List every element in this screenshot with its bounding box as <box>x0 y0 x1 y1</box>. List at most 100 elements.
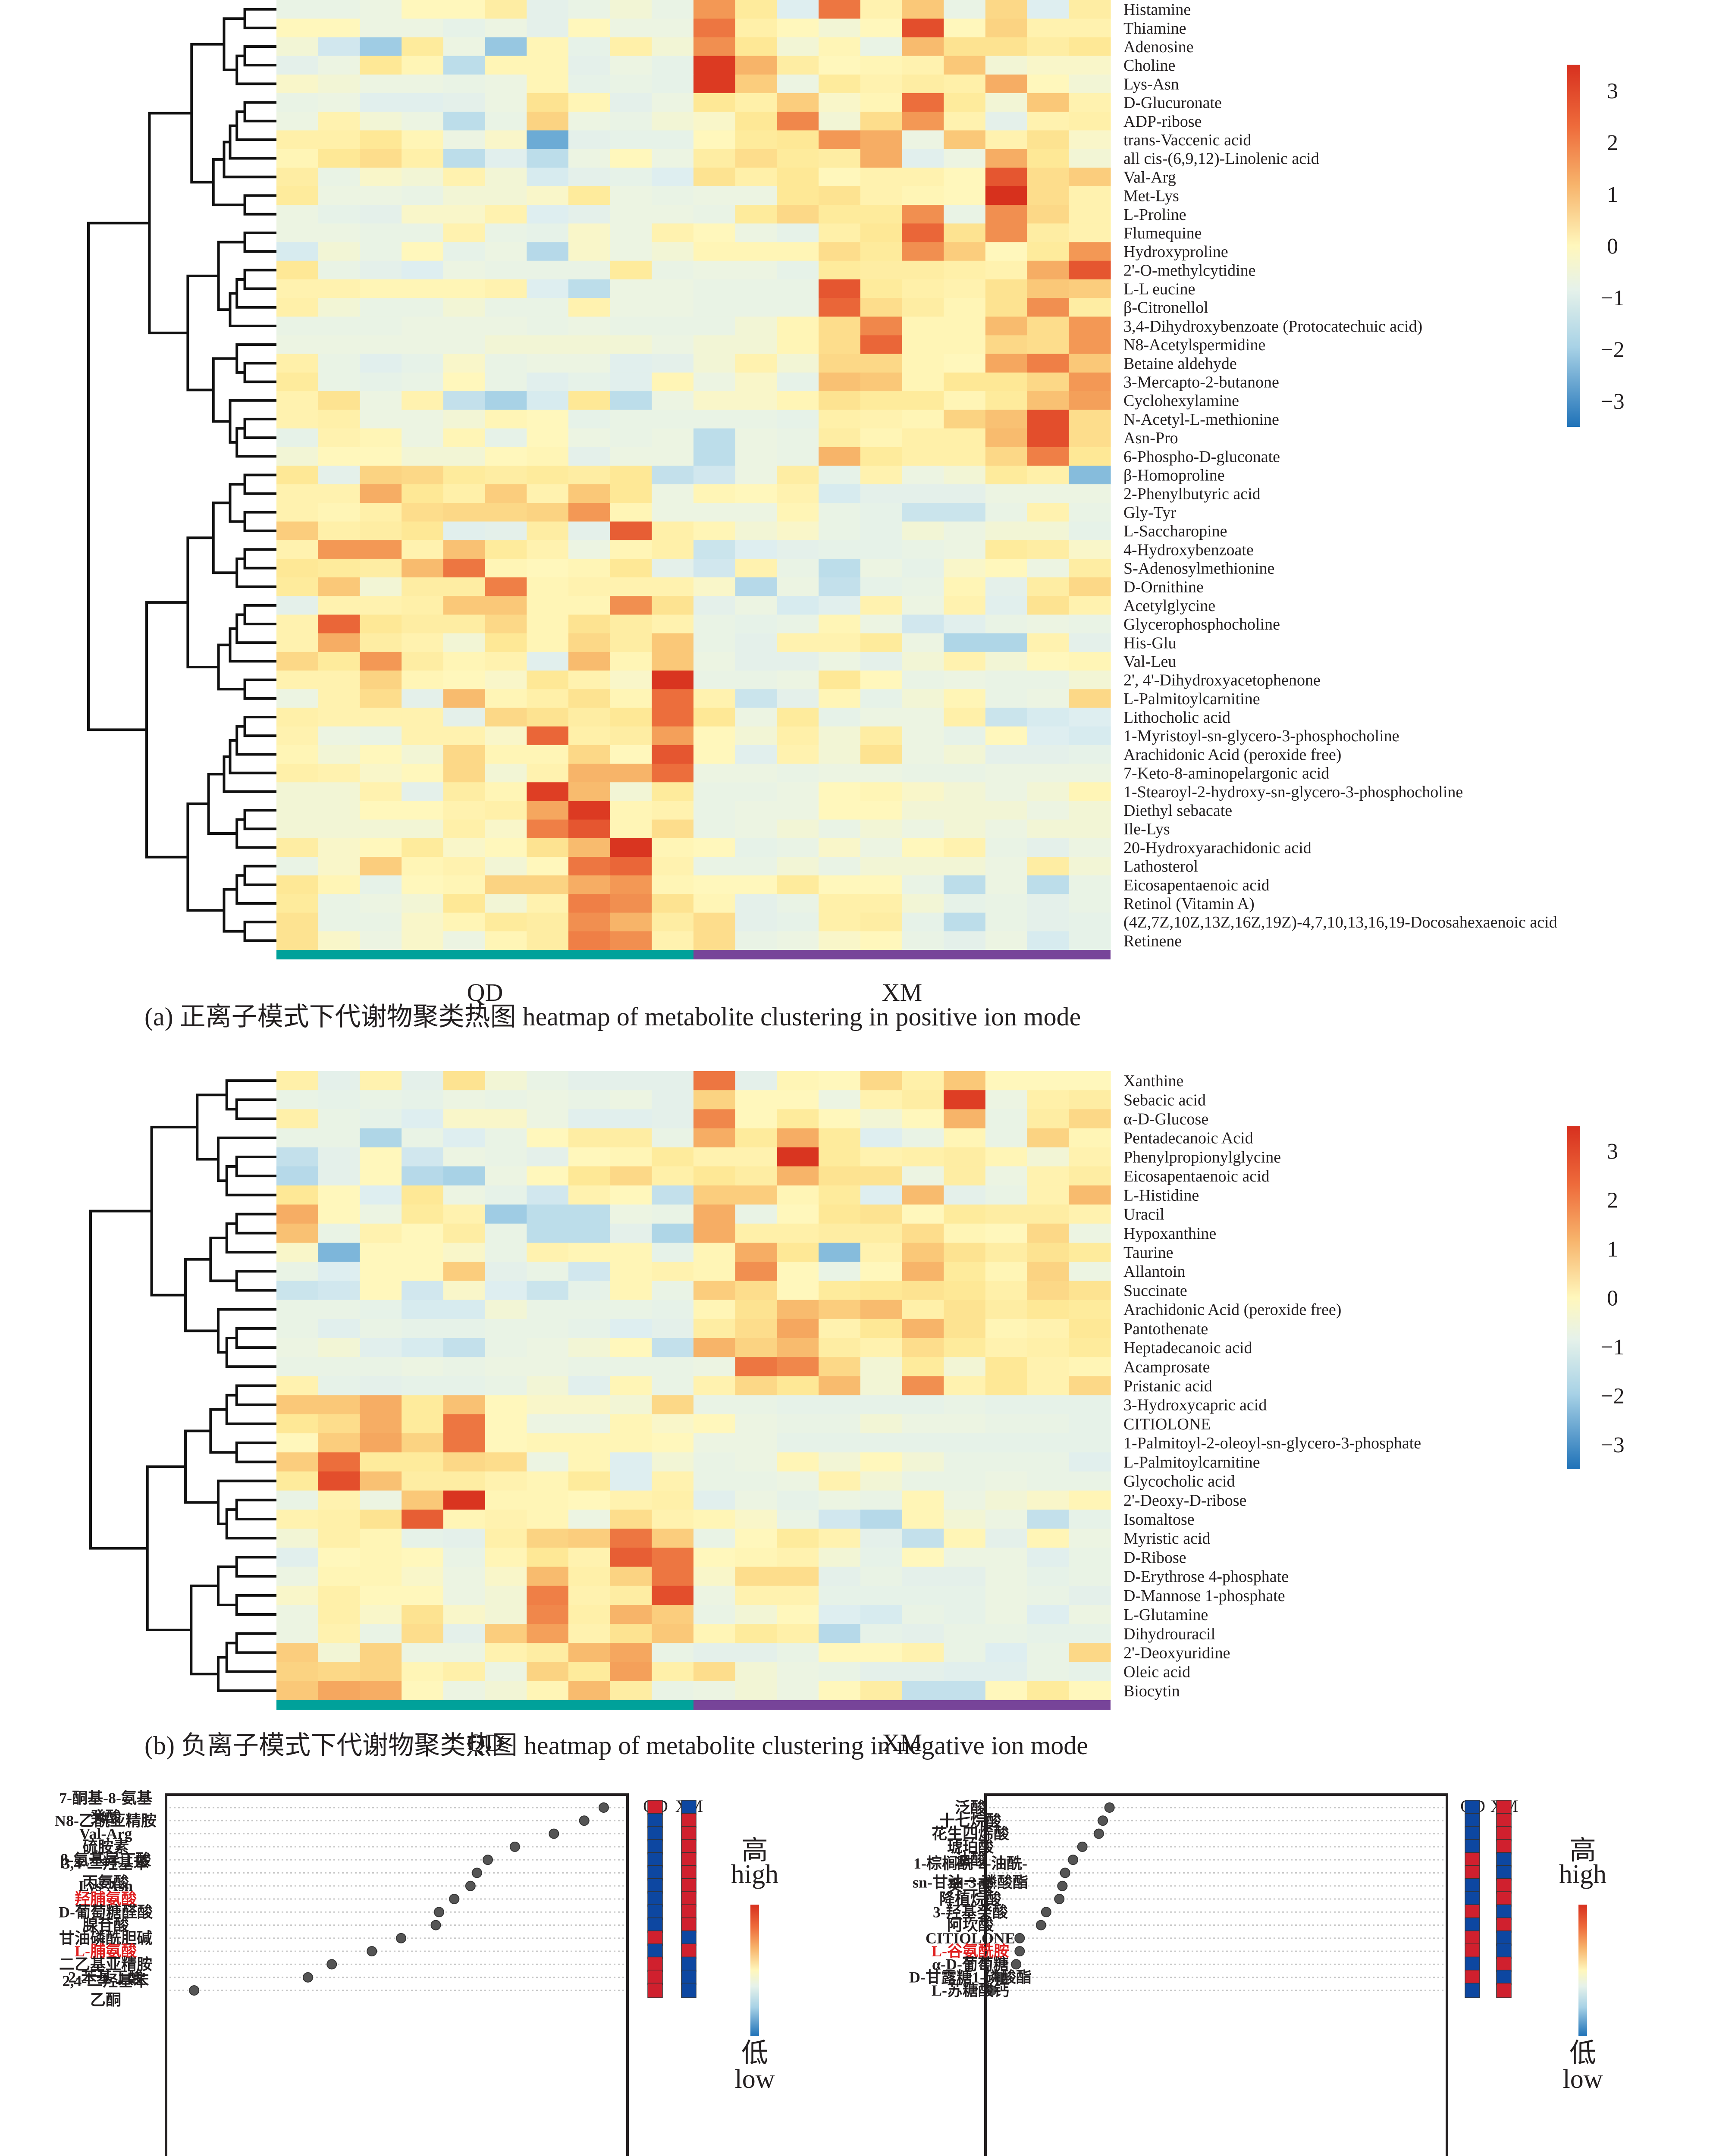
heatmap-cell <box>985 689 1028 708</box>
heatmap-cell <box>819 223 861 243</box>
heatmap-cell <box>527 93 569 112</box>
heatmap-cell <box>652 764 694 783</box>
heatmap-cell <box>402 391 444 410</box>
heatmap-cell <box>735 875 777 895</box>
heatmap-cell <box>485 335 527 354</box>
dendrogram-branch <box>216 1308 276 1354</box>
heatmap-cell <box>443 1262 486 1281</box>
heatmap-cell <box>693 1319 736 1338</box>
heatmap-cell <box>1027 335 1069 354</box>
heatmap-cell <box>360 317 402 336</box>
heatmap-cell <box>777 1090 819 1110</box>
heatmap-cell <box>1027 1395 1069 1415</box>
vip-point <box>986 1985 997 1996</box>
row-label: 4-Hydroxybenzoate <box>1123 541 1254 559</box>
vip-plot-negative: 1.61.82.02.22.4VIP scoresQDXM泛酸十七烷酸花生四烯酸… <box>909 1793 1606 2156</box>
heatmap-cell <box>1069 447 1111 466</box>
heatmap-cell <box>568 1586 611 1605</box>
heatmap-cell <box>527 1452 569 1472</box>
heatmap-cell <box>652 465 694 485</box>
heatmap-cell <box>610 1414 652 1434</box>
heatmap-cell <box>360 335 402 354</box>
heatmap-cell <box>902 894 944 913</box>
heatmap-cell <box>568 1185 611 1205</box>
heatmap-cell <box>527 521 569 541</box>
heatmap-cell <box>318 912 360 932</box>
heatmap-cell <box>860 577 903 596</box>
heatmap-cell <box>485 317 527 336</box>
heatmap-cell <box>819 1204 861 1224</box>
row-label: Isomaltose <box>1123 1510 1195 1529</box>
heatmap-cell <box>360 391 402 410</box>
heatmap-cell <box>360 1624 402 1643</box>
heatmap-cell <box>402 1643 444 1663</box>
heatmap-cell <box>1069 223 1111 243</box>
heatmap-cell <box>568 1509 611 1529</box>
heatmap-cell <box>360 1643 402 1663</box>
heatmap-cell <box>902 857 944 876</box>
legend-high-en: high <box>731 1860 778 1889</box>
heatmap-cell <box>860 1586 903 1605</box>
heatmap-cell <box>443 1643 486 1663</box>
heatmap-cell <box>819 1262 861 1281</box>
heatmap-cell <box>985 1643 1028 1663</box>
heatmap-cell <box>402 912 444 932</box>
heatmap-cell <box>443 279 486 298</box>
heatmap-cell <box>985 521 1028 541</box>
vip-metabolite-label: L-脯氨酸 <box>75 1943 137 1960</box>
heatmap-cell <box>360 764 402 783</box>
heatmap-cell <box>568 745 611 764</box>
heatmap-cell <box>944 1681 986 1701</box>
heatmap-cell <box>443 1147 486 1167</box>
heatmap-cell <box>318 1548 360 1567</box>
heatmap-cell <box>360 205 402 224</box>
heatmap-cell <box>860 782 903 802</box>
heatmap-cell <box>652 875 694 895</box>
heatmap-cell <box>360 652 402 671</box>
heatmap-cell <box>735 1223 777 1243</box>
heatmap-cell <box>318 558 360 578</box>
heatmap-cell <box>443 577 486 596</box>
vip-metabolite-label: 油酸 <box>955 1851 986 1868</box>
heatmap-cell <box>610 428 652 448</box>
heatmap-cell <box>1027 614 1069 634</box>
vip-metabolite-label: 3-羟基癸酸 <box>933 1903 1008 1921</box>
colorbar-tick-label: −3 <box>1600 389 1624 414</box>
heatmap-cell <box>318 1166 360 1186</box>
heatmap-cell <box>735 1185 777 1205</box>
heatmap-cell <box>652 298 694 317</box>
heatmap-cell <box>1027 689 1069 708</box>
heatmap-cell <box>819 596 861 615</box>
heatmap-cell <box>777 894 819 913</box>
heatmap-cell <box>652 652 694 671</box>
heatmap-cell <box>902 782 944 802</box>
heatmap-cell <box>860 745 903 764</box>
heatmap-cell <box>402 1681 444 1701</box>
heatmap-cell <box>443 1166 486 1186</box>
heatmap-cell <box>1069 391 1111 410</box>
heatmap-cell <box>944 671 986 689</box>
heatmap-cell <box>610 1490 652 1510</box>
vip-point <box>1077 1841 1088 1852</box>
heatmap-cell <box>1027 708 1069 727</box>
heatmap-cell <box>402 1147 444 1167</box>
heatmap-cell <box>693 931 736 950</box>
heatmap-cell <box>860 1433 903 1453</box>
dendrogram-branch <box>235 1632 276 1654</box>
heatmap-cell <box>443 1433 486 1453</box>
heatmap-cell <box>902 671 944 689</box>
heatmap-cell <box>443 298 486 317</box>
heatmap-cell <box>318 1185 360 1205</box>
vip-point <box>549 1828 559 1839</box>
heatmap-cell <box>527 112 569 131</box>
heatmap-cell <box>735 745 777 764</box>
heatmap-cell <box>902 931 944 950</box>
heatmap-cell <box>735 1604 777 1624</box>
heatmap-cell <box>777 726 819 746</box>
heatmap-cell <box>944 1604 986 1624</box>
heatmap-cell <box>777 1338 819 1357</box>
heatmap-cell <box>652 1262 694 1281</box>
row-label: Heptadecanoic acid <box>1123 1339 1252 1357</box>
vip-metabolite-label: D-葡萄糖醛酸 <box>59 1903 153 1921</box>
